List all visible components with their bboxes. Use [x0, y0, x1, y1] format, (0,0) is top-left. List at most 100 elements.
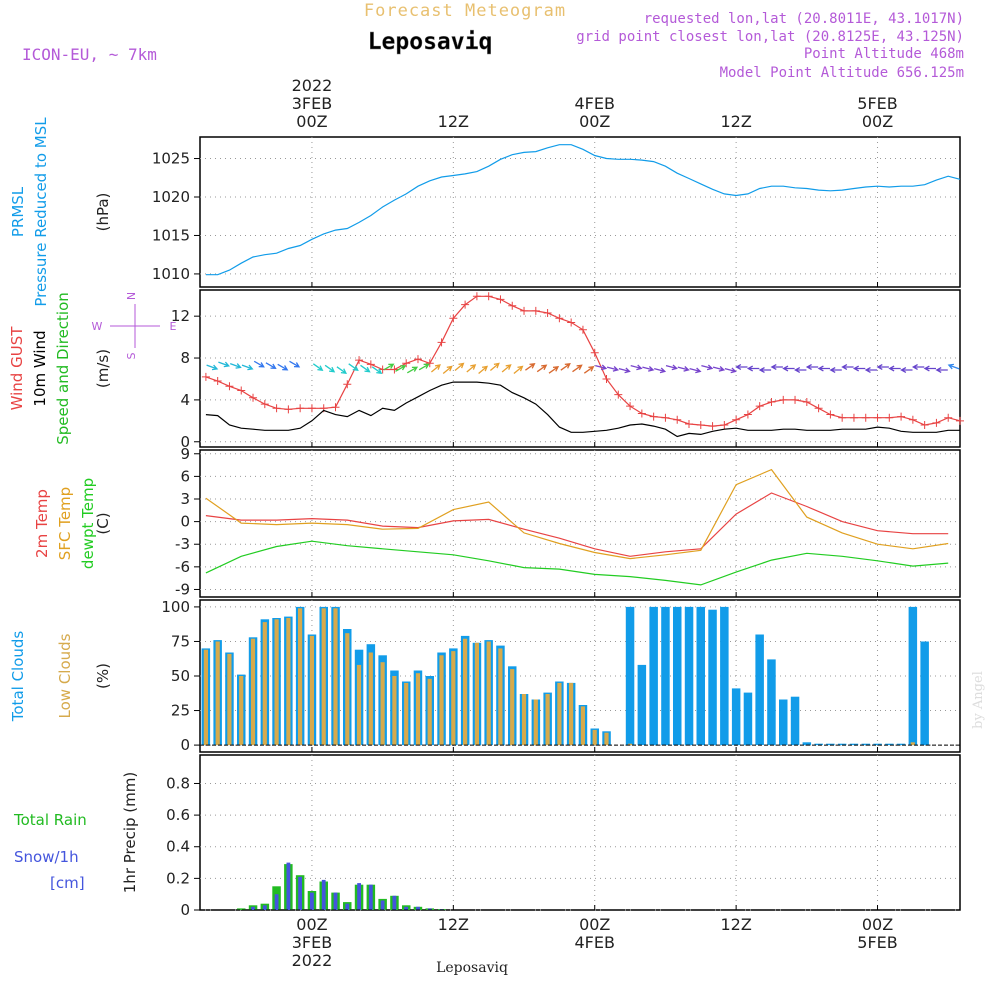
- top-axis-label-0-1: 3FEB: [292, 94, 332, 113]
- temperature-label-2: dewpt Temp: [79, 478, 97, 569]
- wind-gust-marker-32: [578, 325, 587, 334]
- wind-arrow-4-15: [489, 362, 500, 371]
- cloud-low-bar-34: [604, 732, 609, 746]
- wind-gust-marker-6: [272, 404, 281, 413]
- wind-gust-marker-20: [437, 338, 446, 347]
- wind-arrow-0--9: [206, 364, 219, 371]
- wind-arrow-2-2: [336, 366, 348, 374]
- wind-gust-marker-44: [720, 421, 729, 430]
- cloud-low-bar-30: [557, 682, 562, 746]
- wind-arrow-6-24: [595, 364, 608, 371]
- precip-snow-bar-6: [310, 892, 314, 910]
- wind-arrow-2-5: [371, 366, 383, 374]
- bottom-axis-label-1-0: 12Z: [438, 915, 469, 934]
- wind-gust-marker-3: [237, 386, 246, 395]
- wind-gust-marker-47: [755, 402, 764, 411]
- point-altitude: Point Altitude 468m: [804, 46, 964, 62]
- wind-gust-marker-8: [296, 404, 305, 413]
- wind-arrow-0--8: [218, 361, 230, 368]
- cloud-low-bar-22: [463, 638, 468, 746]
- wind-arrow-0--6: [241, 364, 254, 371]
- cloud-total-bar-57: [873, 743, 882, 746]
- wind-arrow-7-38: [758, 367, 772, 373]
- wind-gust-marker-27: [520, 306, 529, 315]
- temperature-ytick-label-6: 9: [180, 445, 190, 463]
- location-title: Leposaviq: [368, 29, 493, 55]
- cloud-low-bar-27: [521, 694, 527, 746]
- top-axis-label-2-0: 4FEB: [574, 94, 614, 113]
- wind-gust-marker-24: [484, 292, 493, 301]
- wind-gust-line: [205, 295, 961, 427]
- precip-snow-bar-16: [427, 908, 432, 910]
- cloud-low-bar-24: [486, 641, 491, 746]
- cloud-low-bar-28: [533, 699, 538, 746]
- wind-arrow-7-40: [782, 365, 795, 372]
- pressure-label-1: Pressure Reduced to MSL: [32, 117, 50, 307]
- cloud-total-bar-55: [849, 743, 859, 746]
- watermark: by Angel: [971, 671, 986, 729]
- wind-gust-marker-29: [543, 309, 552, 318]
- temperature-label-0: 2m Temp: [33, 489, 51, 558]
- wind-label-0: Wind GUST: [8, 326, 26, 411]
- pressure-frame: [199, 136, 961, 288]
- bottom-axis-label-0-0: 00Z: [296, 915, 327, 934]
- wind-gust-marker-7: [284, 405, 293, 414]
- cloud-low-bar-17: [404, 682, 409, 746]
- wind-gust-marker-63: [944, 413, 953, 422]
- cloud-low-bar-11: [333, 608, 338, 746]
- precip-snow-bar-14: [404, 906, 409, 910]
- wind-gust-marker-33: [590, 348, 599, 357]
- temperature-ytick-label-5: 6: [180, 467, 190, 485]
- temperature-label-1: SFC Temp: [56, 487, 74, 560]
- model-label: ICON-EU, ~ 7km: [22, 45, 157, 64]
- pressure-ytick-label-2: 1020: [152, 188, 190, 206]
- wind-arrow-6-25: [606, 366, 620, 372]
- wind-gust-marker-40: [673, 415, 682, 424]
- cloud-total-bar-36: [625, 606, 635, 746]
- cloud-low-bar-13: [356, 664, 362, 745]
- wind-gust-marker-5: [260, 400, 269, 409]
- cloud-total-bar-53: [826, 743, 835, 746]
- wind-arrow-7-52: [923, 365, 936, 372]
- wind-arrow-7-53: [935, 367, 948, 373]
- wind-gust-marker-60: [908, 415, 917, 424]
- wind-gust-marker-52: [814, 404, 823, 413]
- precip-ytick-label-3: 0.6: [166, 806, 190, 824]
- wind-arrow-1--3: [277, 363, 289, 371]
- wind-arrow-3-7: [395, 365, 407, 372]
- precip-snow-bar-4: [286, 862, 291, 910]
- wind-gust-marker-36: [626, 402, 635, 411]
- wind-arrow-7-50: [900, 367, 913, 373]
- requested-coords: requested lon,lat (20.8011E, 43.1017N): [644, 11, 964, 27]
- wind-arrow-7-45: [841, 364, 854, 370]
- wind-label-1: 10m Wind: [31, 330, 49, 406]
- clouds-unit-label: (%): [94, 663, 112, 689]
- wind-gust-marker-46: [743, 410, 752, 419]
- cloud-low-bar-36: [628, 743, 633, 746]
- top-axis-label-2-1: 00Z: [579, 112, 610, 131]
- wind-gust-marker-50: [791, 395, 800, 404]
- footer-location: Leposaviq: [436, 960, 508, 976]
- precip-label-cm: [cm]: [50, 874, 85, 892]
- top-axis-label-0-2: 00Z: [296, 112, 327, 131]
- precip-snow-bar-8: [333, 892, 338, 910]
- wind-arrow-6-31: [677, 366, 690, 372]
- cloud-total-bar-61: [920, 641, 929, 746]
- wind-arrow-4-16: [501, 364, 512, 373]
- wind-arrow-7-48: [876, 364, 889, 370]
- cloud-total-bar-54: [837, 743, 847, 746]
- wind-arrow-6-27: [630, 364, 643, 371]
- cloud-total-bar-40: [673, 606, 682, 746]
- cloud-total-bar-50: [790, 696, 800, 746]
- cloud-low-bar-12: [345, 633, 350, 746]
- cloud-low-bar-60: [910, 742, 915, 746]
- precip-snow-bar-13: [392, 895, 397, 910]
- precip-label-total-rain: Total Rain: [13, 811, 87, 829]
- precip-snow-bar-9: [345, 903, 350, 910]
- wind-compass: N S W E: [92, 292, 177, 360]
- wind-arrow-4-17: [513, 365, 524, 375]
- precip-rain-bar-0: [237, 908, 246, 910]
- cloud-low-bar-14: [368, 652, 373, 746]
- wind-arrow-2-3: [348, 363, 359, 371]
- temperature-ytick-label-3: 0: [180, 513, 190, 531]
